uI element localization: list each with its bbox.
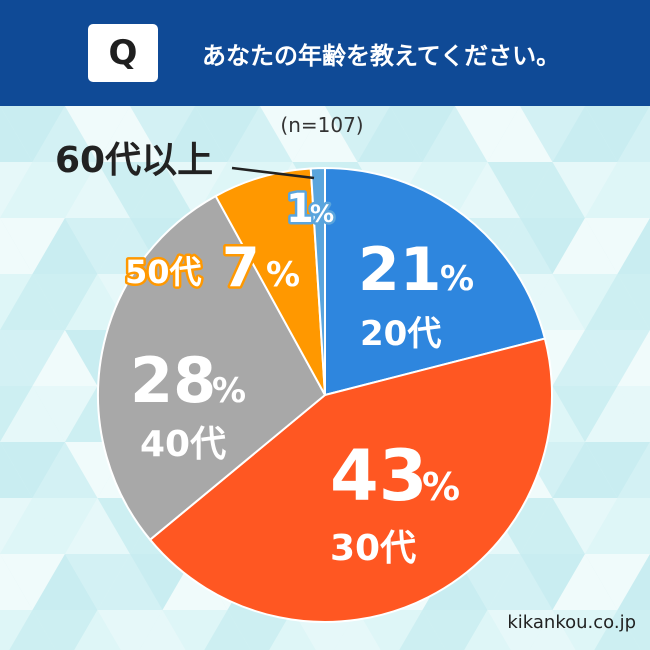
category-label-20s: 20代: [360, 314, 441, 354]
source-site-label: kikankou.co.jp: [507, 612, 636, 633]
pie-slice-60s: [309, 166, 326, 396]
unit-label-40s: %: [212, 371, 246, 411]
value-label-50s: 7: [222, 236, 260, 299]
header-banner: Q あなたの年齢を教えてください。: [0, 0, 650, 106]
value-label-40s: 28: [130, 344, 216, 417]
value-label-60s: 1: [286, 186, 314, 232]
pie-slices: [97, 166, 553, 623]
question-badge: Q: [88, 24, 158, 82]
category-label-60s: 60代以上: [55, 140, 213, 181]
unit-label-50s: %: [266, 255, 300, 295]
category-label-40s: 40代: [140, 424, 226, 465]
leader-line-60s: [231, 166, 315, 180]
unit-label-20s: %: [440, 259, 474, 299]
unit-label-60s: %: [310, 200, 334, 228]
question-title: あなたの年齢を教えてください。: [202, 42, 561, 70]
unit-label-30s: %: [422, 465, 460, 509]
sample-size-label: (n=107): [280, 113, 363, 137]
value-label-30s: 43: [330, 435, 427, 517]
category-label-50s: 50代: [125, 253, 202, 291]
pie-slice-20s: [324, 166, 547, 397]
pie-slice-40s: [97, 194, 327, 542]
category-label-30s: 30代: [330, 528, 416, 569]
value-label-20s: 21: [358, 235, 442, 305]
question-badge-letter: Q: [108, 33, 138, 73]
pie-slice-30s: [148, 337, 553, 623]
